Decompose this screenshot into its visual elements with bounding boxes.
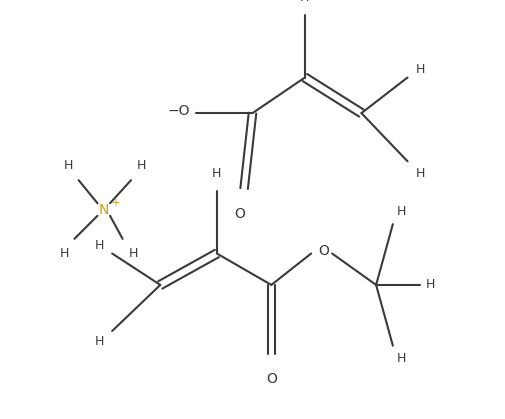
Text: H: H	[137, 159, 146, 172]
Text: H: H	[64, 159, 73, 172]
Text: O: O	[266, 372, 277, 386]
Text: H: H	[396, 205, 406, 218]
Text: O: O	[318, 244, 329, 259]
Text: −O: −O	[168, 104, 190, 118]
Text: H: H	[95, 238, 104, 252]
Text: H: H	[212, 167, 222, 181]
Text: H: H	[300, 0, 310, 5]
Text: N: N	[98, 202, 109, 217]
Text: +: +	[112, 198, 120, 208]
Text: H: H	[416, 62, 425, 76]
Text: H: H	[396, 352, 406, 365]
Text: H: H	[59, 247, 69, 260]
Text: H: H	[426, 278, 435, 292]
Text: O: O	[234, 207, 245, 221]
Text: H: H	[128, 247, 138, 260]
Text: H: H	[416, 167, 425, 181]
Text: H: H	[95, 335, 104, 348]
